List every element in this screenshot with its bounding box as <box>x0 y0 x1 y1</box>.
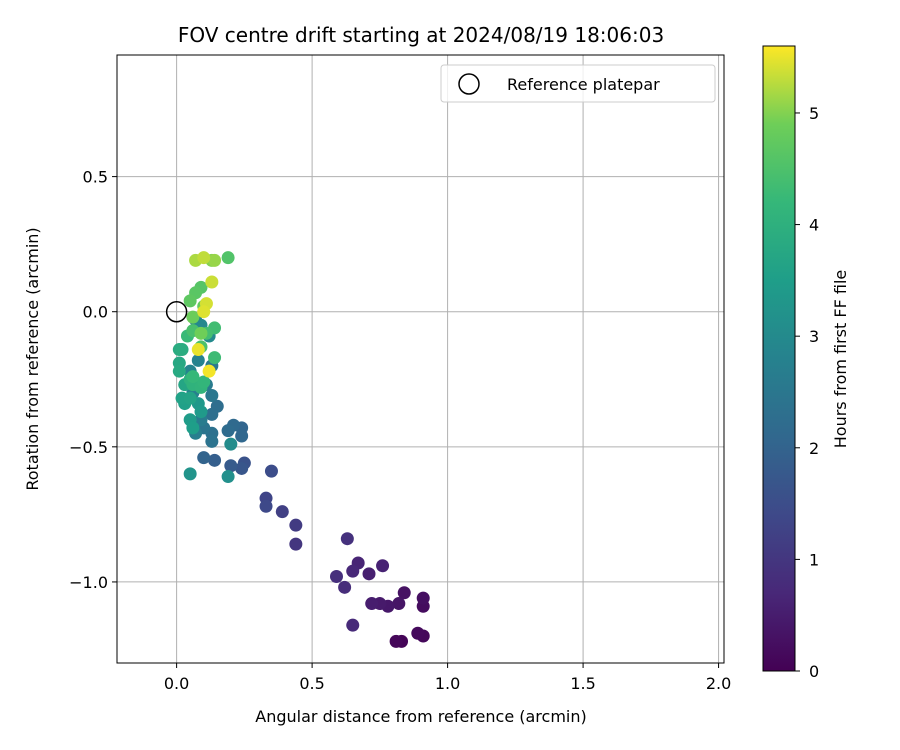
data-point <box>346 618 360 632</box>
colorbar-tick-label: 5 <box>809 104 819 123</box>
data-point <box>411 626 425 640</box>
data-point <box>175 343 189 357</box>
data-point <box>235 461 249 475</box>
data-point <box>191 353 205 367</box>
data-point <box>376 559 390 573</box>
data-point <box>186 421 200 435</box>
data-point <box>340 532 354 546</box>
colorbar-gradient <box>762 45 796 672</box>
y-axis-ticks: 0.5 0.0 −0.5 −1.0 <box>69 168 117 592</box>
data-point <box>235 429 249 443</box>
data-point <box>205 388 219 402</box>
data-point <box>392 597 406 611</box>
data-point <box>264 464 278 478</box>
data-point <box>365 597 379 611</box>
y-tick-label: −1.0 <box>69 573 108 592</box>
legend-marker-icon <box>458 73 480 95</box>
colorbar-ticks: 0 1 2 3 4 5 <box>795 104 819 681</box>
legend-box <box>440 64 716 103</box>
data-point <box>289 518 303 532</box>
data-point <box>205 407 219 421</box>
data-point <box>289 537 303 551</box>
data-point <box>259 499 273 513</box>
data-point <box>275 505 289 519</box>
data-point <box>221 424 235 438</box>
legend-entry-reference-platepar: Reference platepar <box>507 75 660 94</box>
x-tick-label: 2.0 <box>706 674 731 693</box>
data-point <box>397 586 411 600</box>
data-point <box>205 275 219 289</box>
data-point <box>208 351 222 365</box>
legend: Reference platepar <box>440 64 716 103</box>
colorbar-tick-label: 0 <box>809 662 819 681</box>
grid-lines <box>117 55 724 663</box>
data-point <box>197 305 211 319</box>
colorbar: 0 1 2 3 4 5 Hours from first FF file <box>762 45 850 681</box>
data-point <box>197 251 211 265</box>
colorbar-tick-label: 4 <box>809 216 819 235</box>
data-point <box>224 459 238 473</box>
colorbar-tick-label: 2 <box>809 439 819 458</box>
data-point <box>186 370 200 384</box>
x-axis-ticks: 0.0 0.5 1.0 1.5 2.0 <box>164 663 731 693</box>
data-point <box>221 470 235 484</box>
data-point <box>186 310 200 324</box>
x-tick-label: 0.5 <box>299 674 324 693</box>
data-point <box>416 591 430 605</box>
reference-platepar-marker <box>165 300 188 323</box>
data-point <box>183 294 197 308</box>
colorbar-tick-label: 3 <box>809 327 819 346</box>
data-point <box>221 251 235 265</box>
plot-frame <box>116 54 725 664</box>
data-point <box>346 564 360 578</box>
data-point <box>389 634 403 648</box>
data-point <box>191 343 205 357</box>
data-point <box>224 437 238 451</box>
x-tick-label: 0.0 <box>164 674 189 693</box>
data-point <box>197 375 211 389</box>
data-point <box>362 567 376 581</box>
data-point <box>202 364 216 378</box>
data-points <box>172 251 430 648</box>
data-point <box>194 326 208 340</box>
colorbar-label: Hours from first FF file <box>831 270 850 449</box>
y-tick-label: 0.0 <box>83 303 108 322</box>
x-axis-label: Angular distance from reference (arcmin) <box>255 707 586 726</box>
data-point <box>194 405 208 419</box>
data-point <box>183 391 197 405</box>
data-point <box>329 570 343 584</box>
data-point <box>197 451 211 465</box>
colorbar-tick-label: 1 <box>809 550 819 569</box>
data-point <box>338 580 352 594</box>
data-point <box>208 253 222 267</box>
chart-title: FOV centre drift starting at 2024/08/19 … <box>178 23 664 47</box>
data-point <box>208 453 222 467</box>
y-tick-label: 0.5 <box>83 168 108 187</box>
y-axis-label: Rotation from reference (arcmin) <box>23 227 42 490</box>
data-point <box>172 364 186 378</box>
data-point <box>183 467 197 481</box>
x-tick-label: 1.5 <box>570 674 595 693</box>
y-tick-label: −0.5 <box>69 438 108 457</box>
data-point <box>205 434 219 448</box>
x-tick-label: 1.0 <box>435 674 460 693</box>
